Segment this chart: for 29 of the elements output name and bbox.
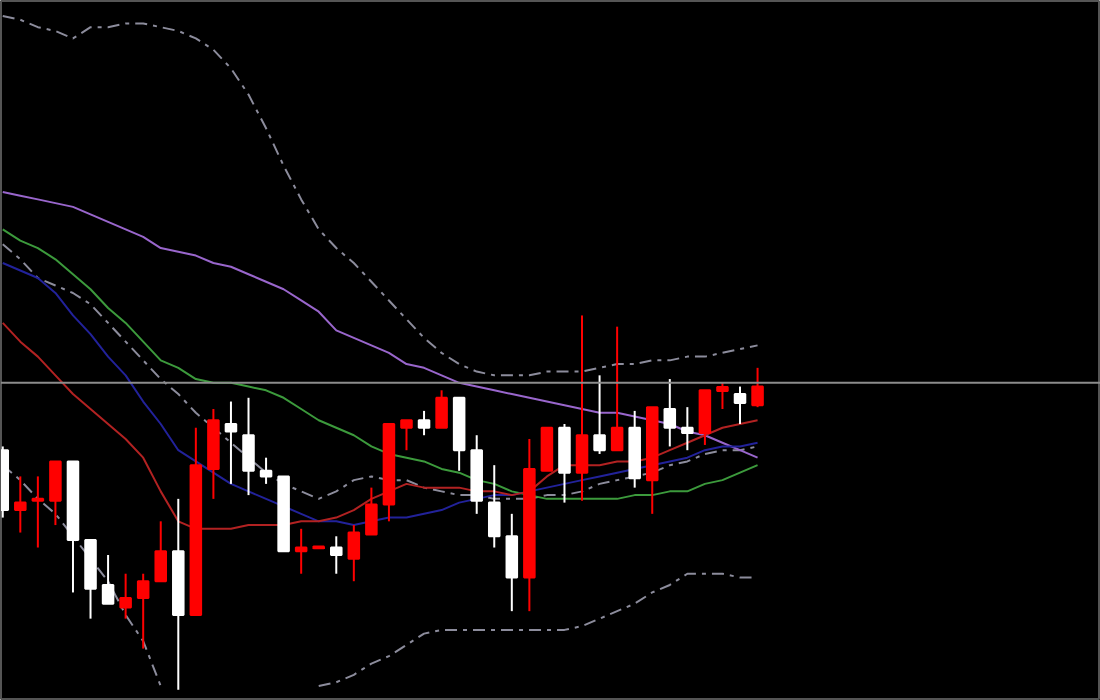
candlestick (242, 396, 255, 497)
candlestick (330, 535, 343, 575)
candlestick (101, 554, 115, 605)
candlestick (119, 572, 132, 620)
candlestick (435, 389, 448, 429)
candlestick (487, 464, 501, 549)
candlestick (505, 512, 519, 613)
candlestick (663, 378, 677, 448)
candlestick (154, 520, 167, 583)
candlestick (49, 460, 62, 527)
candlestick (540, 426, 554, 472)
candlestick (610, 325, 624, 452)
candlestick (259, 456, 273, 485)
candlestick (224, 400, 238, 485)
candlestick (751, 366, 764, 409)
candlestick (681, 406, 694, 452)
candlestick (31, 475, 45, 549)
candlestick (575, 314, 589, 502)
candlestick (400, 419, 413, 452)
candlestick (347, 524, 361, 583)
candlestick (698, 389, 712, 446)
candlestick (136, 572, 150, 650)
candlestick (716, 381, 729, 411)
candlestick (593, 374, 606, 455)
candlestick (733, 385, 747, 425)
candlestick (365, 486, 378, 536)
candlestick (417, 409, 431, 437)
candlestick (14, 475, 27, 534)
candlestick (558, 422, 571, 504)
